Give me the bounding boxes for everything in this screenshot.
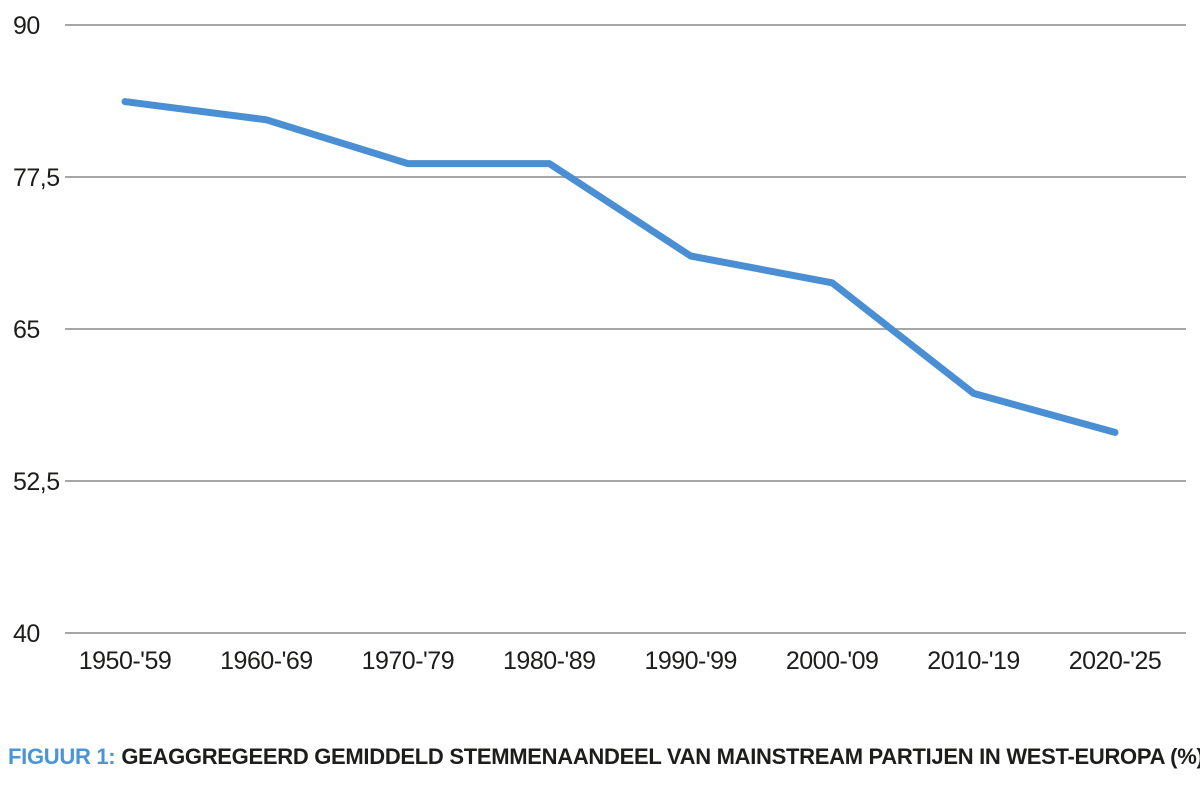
x-tick-label: 2010-'19	[927, 647, 1020, 675]
x-tick-label: 2020-'25	[1069, 647, 1162, 675]
gridlines	[65, 24, 1186, 634]
x-tick-label: 1990-'99	[644, 647, 737, 675]
x-tick-label: 1980-'89	[503, 647, 596, 675]
x-tick-label: 1970-'79	[362, 647, 455, 675]
vote-share-line	[121, 98, 1119, 436]
y-tick-label: 52,5	[13, 468, 60, 496]
y-tick-label: 40	[13, 620, 40, 648]
x-axis-labels: 1950-'59 1960-'69 1970-'79 1980-'89 1990-'99…	[79, 647, 1162, 675]
x-tick-label: 1960-'69	[220, 647, 313, 675]
y-axis-labels: 90 77,5 65 52,5 40	[13, 12, 60, 648]
x-tick-label: 1950-'59	[79, 647, 172, 675]
y-tick-label: 65	[13, 316, 40, 344]
y-tick-label: 77,5	[13, 164, 60, 192]
figure-caption-text: GEAGGREGEERD GEMIDDELD STEMMENAANDEEL VA…	[121, 744, 1200, 769]
x-tick-label: 2000-'09	[786, 647, 879, 675]
y-tick-label: 90	[13, 12, 40, 40]
figure-caption-label: FIGUUR 1:	[8, 744, 116, 769]
figure-caption: FIGUUR 1: GEAGGREGEERD GEMIDDELD STEMMENA…	[8, 744, 1200, 770]
